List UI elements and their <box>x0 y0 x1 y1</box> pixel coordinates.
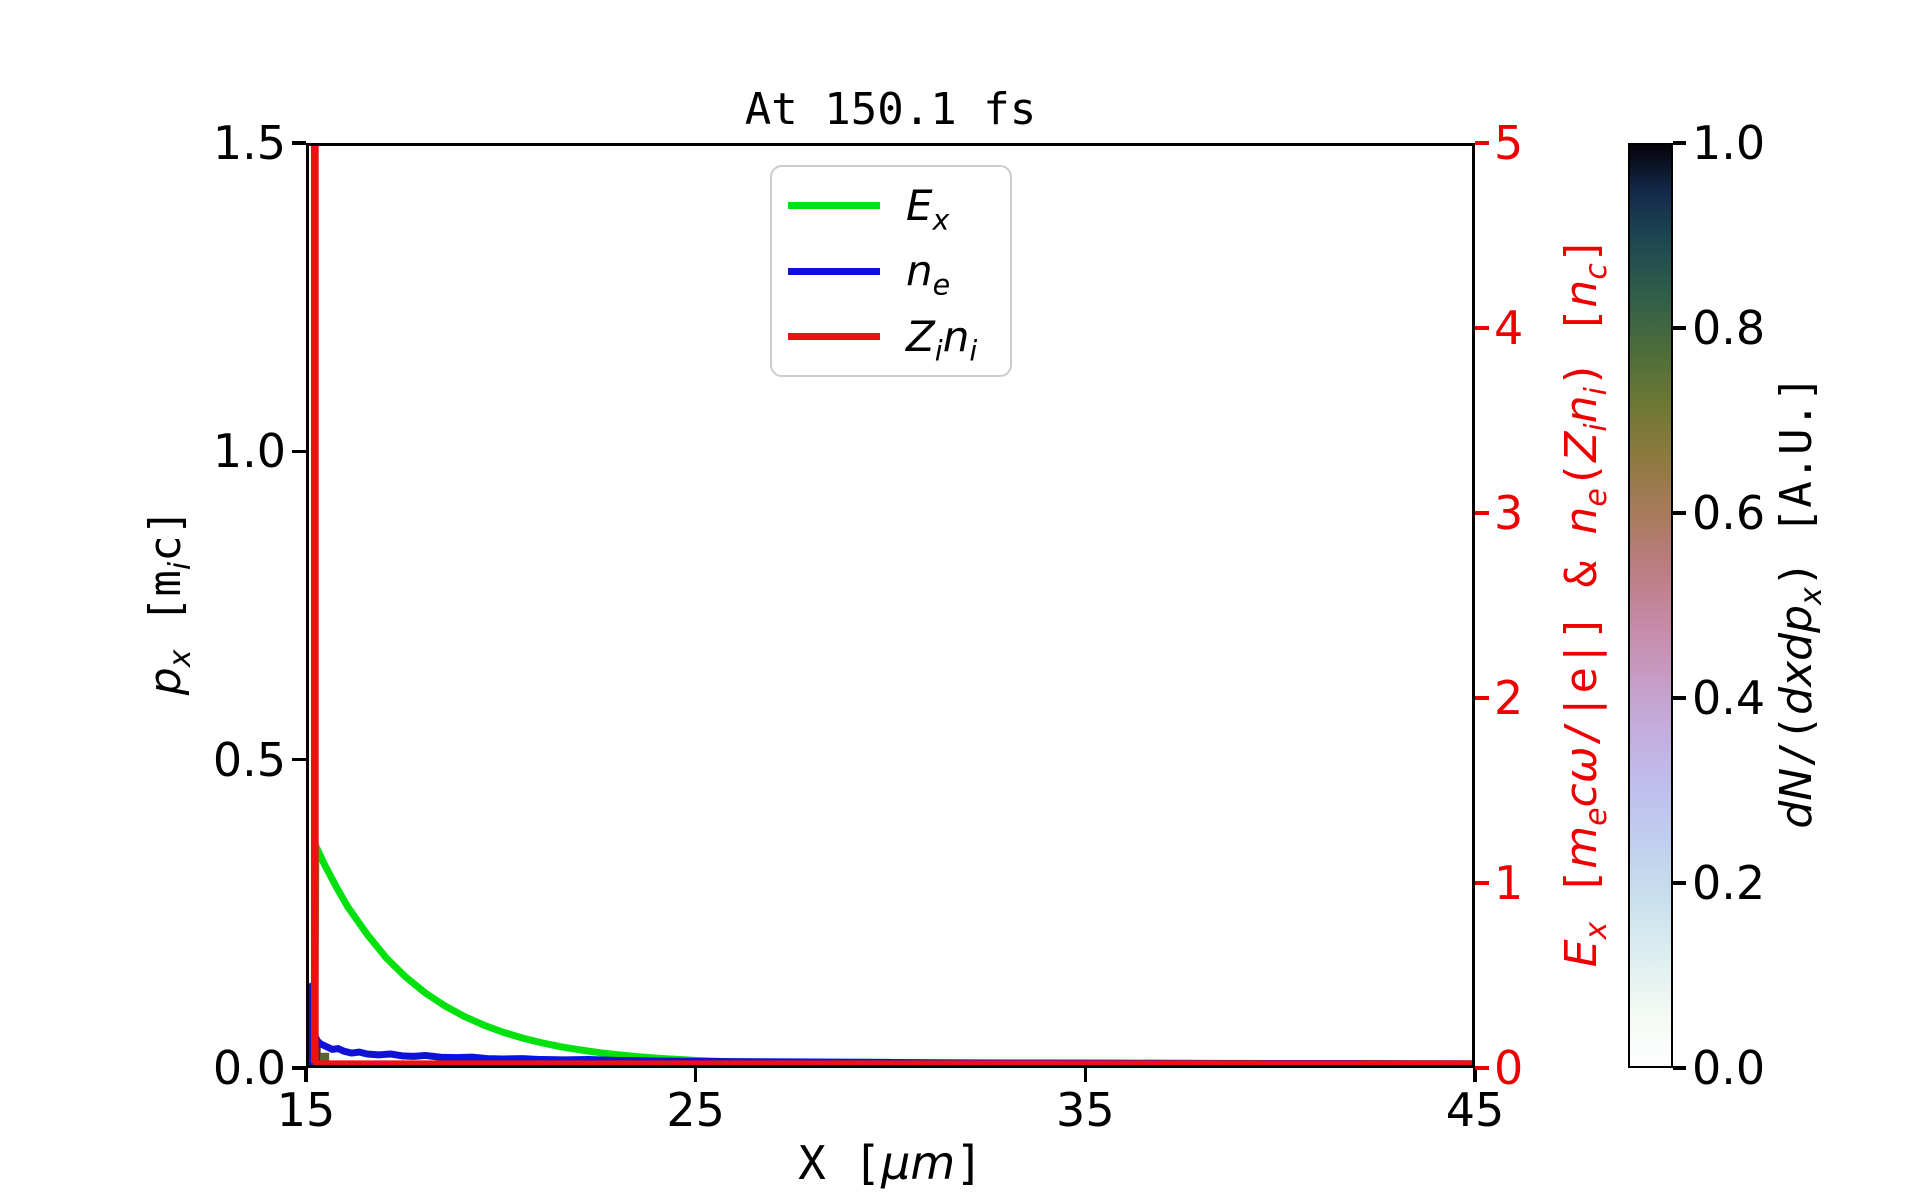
label-fragment: ] <box>955 1136 983 1190</box>
left-tick-label: 0.5 <box>212 732 286 787</box>
label-fragment: Z <box>906 311 935 361</box>
curve-zini <box>310 146 1472 1065</box>
label-fragment: x <box>162 649 198 668</box>
label-fragment: e <box>932 267 951 302</box>
label-fragment: ( <box>1556 461 1607 489</box>
right-tick-label: 2 <box>1494 671 1524 725</box>
colorbar-label: dN/(dxdpx) [A.U.] <box>1771 375 1829 829</box>
x-tick-label: 25 <box>666 1083 725 1137</box>
left-tick-mark <box>292 449 306 454</box>
left-tick-mark <box>292 1066 306 1070</box>
label-fragment: & <box>1556 534 1607 614</box>
label-fragment: p <box>140 667 191 696</box>
label-fragment: ) <box>1771 560 1822 588</box>
label-fragment: i <box>162 561 198 571</box>
label-fragment: e <box>1578 807 1614 826</box>
plot-title: At 150.1 fs <box>744 84 1037 135</box>
colorbar-tick-mark <box>1673 326 1686 330</box>
x-tick-label: 35 <box>1056 1083 1115 1137</box>
label-fragment: i <box>934 332 943 367</box>
left-tick-mark <box>292 141 306 145</box>
label-fragment: x <box>1578 921 1614 940</box>
phase-space-histogram-patch <box>320 1052 330 1065</box>
legend-line-swatch <box>788 202 880 209</box>
label-fragment: X [ <box>798 1136 882 1190</box>
legend-row: Ex <box>772 175 1010 237</box>
colorbar-tick-mark <box>1673 881 1686 885</box>
label-fragment: [m <box>140 570 191 650</box>
legend: Ex ne Zini <box>770 165 1012 377</box>
colorbar-tick-mark <box>1673 141 1686 145</box>
left-tick-label: 1.0 <box>212 424 286 479</box>
colorbar-tick-label: 0.2 <box>1692 856 1766 910</box>
curve-ex <box>310 842 1472 1065</box>
colorbar-tick-label: 0.8 <box>1692 301 1766 355</box>
right-tick-mark <box>1475 881 1489 885</box>
x-tick-mark <box>1473 1068 1477 1082</box>
colorbar-tick-label: 0.6 <box>1692 486 1766 540</box>
x-tick-mark <box>693 1068 698 1082</box>
label-fragment: i <box>1578 423 1614 432</box>
label-fragment: Z <box>1556 431 1607 462</box>
x-tick-mark <box>1083 1068 1088 1082</box>
label-fragment: x <box>932 201 950 236</box>
colorbar <box>1628 143 1673 1068</box>
colorbar-tick-label: 0.4 <box>1692 671 1766 725</box>
label-fragment: E <box>1556 939 1607 968</box>
legend-row: ne <box>772 240 1010 302</box>
label-fragment: cω <box>1556 746 1607 808</box>
left-axis-label: px [mic] <box>140 508 198 696</box>
label-fragment: c <box>1578 263 1614 280</box>
label-fragment: ) <box>1556 360 1607 388</box>
label-fragment: i <box>1578 387 1614 396</box>
curves-svg <box>309 146 1472 1065</box>
x-axis-label: X [μm] <box>306 1140 1475 1186</box>
left-tick-label: 1.5 <box>212 116 286 170</box>
legend-row: Zini <box>772 306 1010 368</box>
colorbar-tick-label: 1.0 <box>1692 116 1766 170</box>
label-fragment: E <box>906 180 933 230</box>
x-tick-mark <box>304 1068 308 1082</box>
x-tick-label: 45 <box>1445 1083 1505 1137</box>
label-fragment: n <box>1556 395 1607 424</box>
label-fragment: dN <box>1771 767 1822 829</box>
label-fragment: n <box>1556 279 1607 308</box>
label-fragment: n <box>906 246 933 295</box>
legend-entry-label: Ex <box>906 180 949 233</box>
label-fragment: n <box>942 311 970 361</box>
left-tick-mark <box>292 757 306 762</box>
label-fragment: x <box>1793 587 1829 605</box>
label-fragment: /( <box>1771 714 1822 768</box>
label-fragment: c] <box>140 508 191 562</box>
label-fragment: i <box>969 332 978 367</box>
colorbar-tick-mark <box>1673 511 1686 515</box>
right-tick-mark <box>1475 511 1489 515</box>
left-tick-label: 0.0 <box>212 1041 286 1095</box>
right-tick-label: 4 <box>1494 301 1524 355</box>
colorbar-tick-label: 0.0 <box>1692 1041 1766 1095</box>
label-fragment: ] <box>1556 236 1607 264</box>
label-fragment: μm <box>881 1136 956 1190</box>
right-tick-mark <box>1475 326 1489 330</box>
right-tick-label: 1 <box>1494 856 1524 910</box>
colorbar-tick-mark <box>1673 1066 1686 1070</box>
right-tick-label: 3 <box>1494 486 1524 540</box>
legend-entry-label: ne <box>906 246 950 299</box>
right-tick-mark <box>1475 696 1489 700</box>
legend-line-swatch <box>788 333 880 340</box>
legend-line-swatch <box>788 267 880 275</box>
right-tick-label: 5 <box>1494 116 1524 170</box>
x-tick-label: 15 <box>276 1083 336 1137</box>
legend-entry-label: Zini <box>906 311 977 364</box>
right-tick-mark <box>1475 141 1489 145</box>
colorbar-tick-mark <box>1673 696 1686 700</box>
right-tick-mark <box>1475 1066 1489 1070</box>
right-tick-label: 0 <box>1494 1041 1524 1095</box>
label-fragment: e <box>1578 488 1614 507</box>
